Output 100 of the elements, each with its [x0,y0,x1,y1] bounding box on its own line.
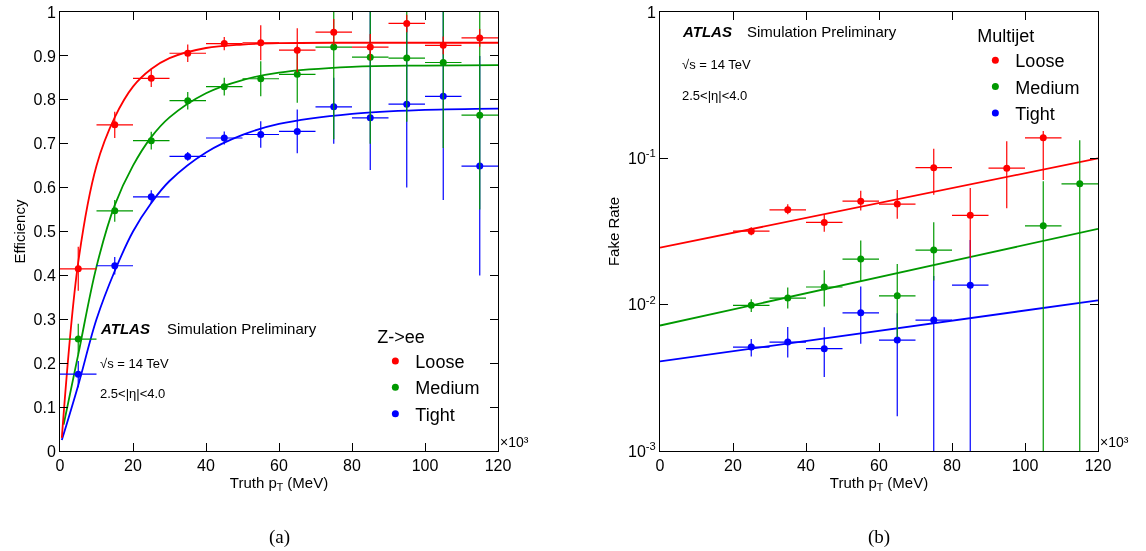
point [220,83,228,91]
point [147,193,155,201]
x-axis-title: Truth p$_{T}$ (MeV) [229,474,329,494]
point [293,46,301,54]
y-tick-label: 1 [646,3,656,21]
point [747,343,755,351]
point [784,338,792,346]
point [857,309,865,317]
point [1039,222,1047,230]
x-axis-title: Truth p$_{T}$ (MeV) [829,474,929,494]
x-tick-label: 20 [124,457,142,475]
point [257,75,265,83]
x-tick-label: 100 [411,457,439,475]
point [1076,180,1084,188]
point [111,207,119,215]
annotation: ATLAS [682,23,732,40]
point [111,262,119,270]
annotation: 2.5<|η|<4.0 [682,88,748,103]
point [893,336,901,344]
point [74,335,82,343]
point [403,54,411,62]
point [784,294,792,302]
point [220,40,228,48]
y-tick-label: 0.1 [33,398,56,416]
text: ×10³ [500,434,529,450]
text: ×10³ [1100,434,1129,450]
x-tick-label: 80 [343,457,361,475]
x-tick-label: 40 [797,457,815,475]
y-axis-title: Efficiency [10,199,28,264]
point [747,301,755,309]
legend-title: Z->ee [377,326,425,347]
point [893,200,901,208]
point [820,218,828,226]
text: (a) [269,526,291,548]
annotation: Simulation Preliminary [167,320,317,337]
y-tick-label: 1 [46,3,56,21]
y-tick-label: 0 [46,442,56,460]
legend-label: Tight [415,404,455,425]
point [293,127,301,135]
point [966,281,974,289]
text: (b) [868,526,891,548]
point [820,283,828,291]
point [476,34,484,42]
point [857,255,865,263]
x-tick-label: 20 [724,457,742,475]
y-axis-title: Fake Rate [605,196,623,267]
point [930,246,938,254]
y-tick-label: 0.7 [33,135,56,153]
point [184,49,192,57]
legend-label: Medium [1015,77,1080,98]
point [476,111,484,119]
legend-label: Loose [1015,51,1065,72]
y-tick-label: 0.4 [33,267,56,284]
point [857,197,865,205]
point [111,121,119,129]
point [74,265,82,273]
point [1039,134,1047,142]
legend-label: Tight [1015,104,1055,124]
point [893,292,901,300]
point [257,39,265,47]
y-tick-label: 0.5 [33,223,56,241]
y-tick-label: 0.3 [33,310,56,328]
legend-title: Multijet [977,25,1035,46]
x-tick-label: 120 [1084,457,1112,475]
point [330,28,338,36]
point [74,370,82,378]
point [403,19,411,27]
x-tick-label: 80 [943,457,961,475]
point [220,134,228,142]
legend-label: Medium [415,378,480,399]
annotation: ATLAS [100,320,150,337]
x-tick-label: 100 [1011,457,1039,475]
point [966,211,974,219]
point [330,43,338,51]
legend-label: Loose [415,351,465,372]
y-tick-label: 0.8 [33,91,56,109]
y-tick-label: 10$^{-1}$ [628,147,656,167]
x-tick-label: 120 [484,457,512,475]
point [147,74,155,82]
point [257,130,265,138]
point [184,97,192,105]
annotation: Simulation Preliminary [747,23,897,40]
point [930,164,938,172]
x-tick-label: 60 [270,457,288,475]
point [820,345,828,353]
line-series [60,107,498,441]
point [366,43,374,51]
annotation: 2.5<|η|<4.0 [100,386,166,401]
annotation: √s = 14 TeV [100,356,170,371]
y-tick-label: 0.6 [33,179,56,197]
y-tick-label: 10$^{-2}$ [628,293,656,314]
point [293,70,301,78]
point [930,316,938,324]
point [1003,164,1011,172]
y-tick-label: 0.9 [33,47,56,65]
annotation: √s = 14 TeV [682,57,752,72]
x-tick-label: 60 [870,457,888,475]
y-tick-label: 10$^{-3}$ [628,439,656,460]
point [439,58,447,66]
point [439,41,447,49]
